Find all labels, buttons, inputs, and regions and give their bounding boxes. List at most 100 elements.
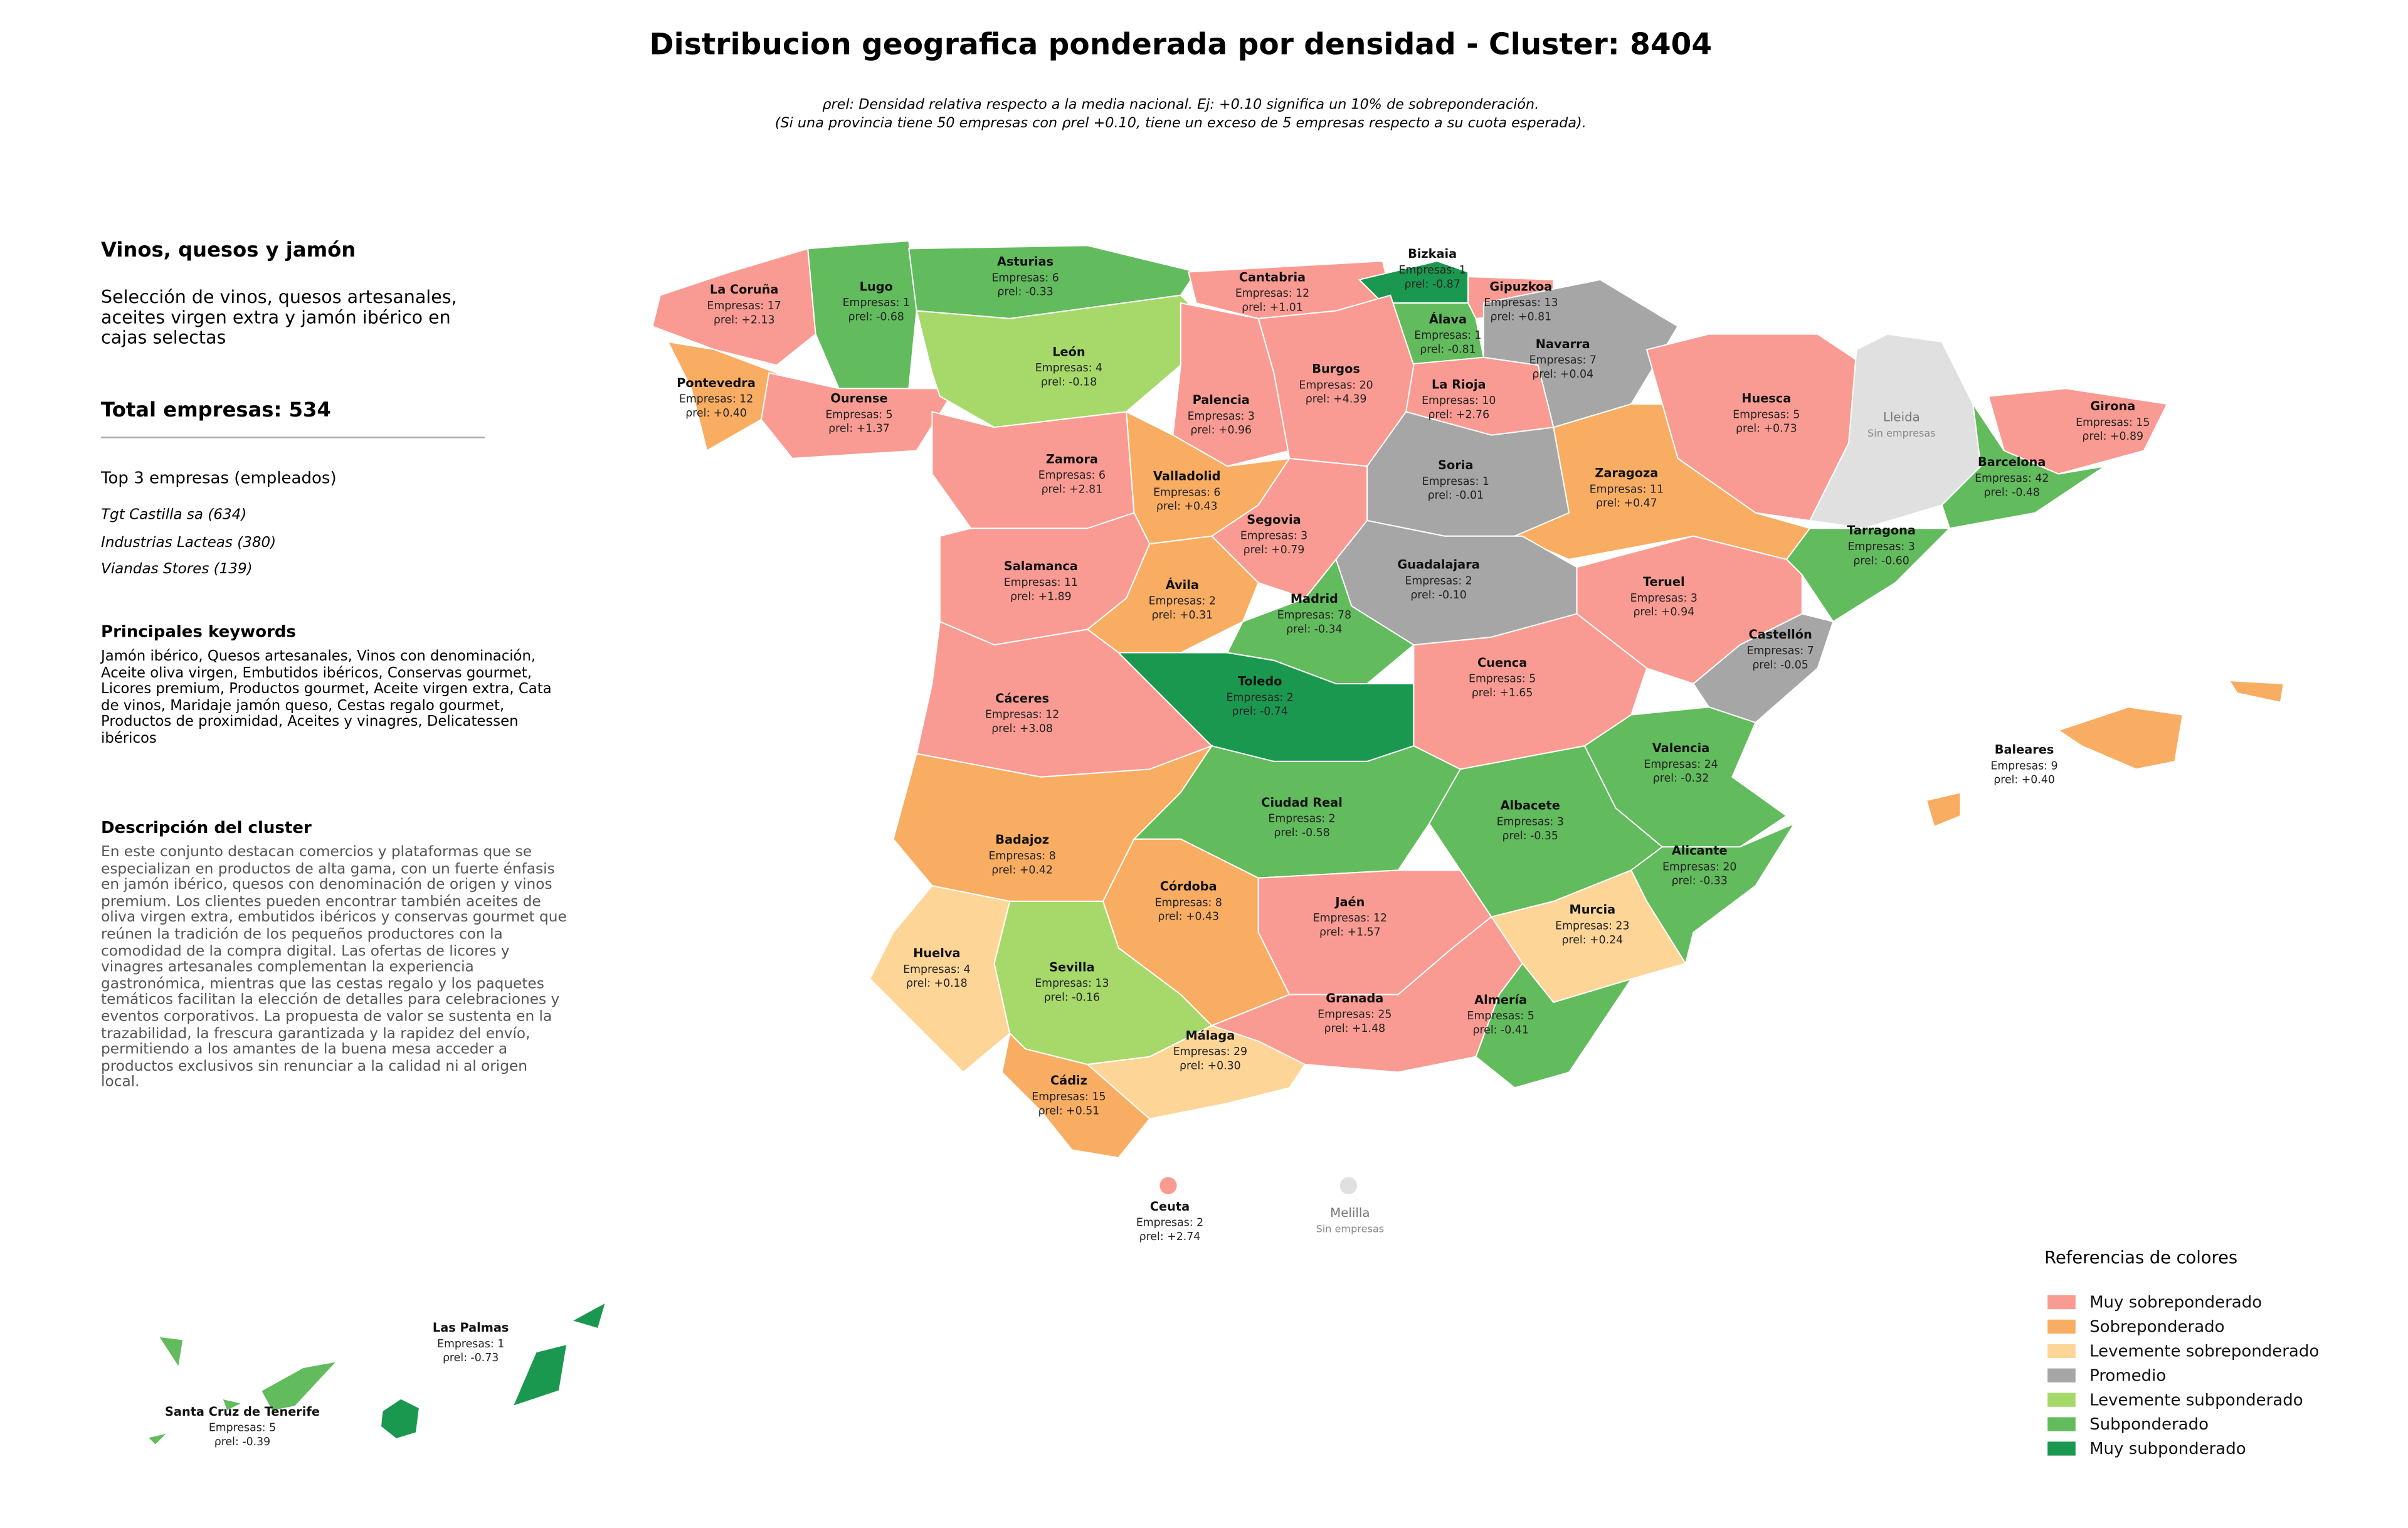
province-name: Salamanca <box>1004 559 1078 573</box>
province-count: Empresas: 9 <box>1990 760 2057 772</box>
province-count: Empresas: 8 <box>1155 896 1222 909</box>
province-rho: ρrel: +2.81 <box>1042 483 1103 496</box>
province-count: Empresas: 5 <box>1469 673 1536 686</box>
province-count: Empresas: 1 <box>1414 329 1481 342</box>
province-name: Valladolid <box>1153 469 1220 484</box>
province-count: Empresas: 1 <box>437 1338 504 1350</box>
province-count: Empresas: 6 <box>991 272 1059 284</box>
province-name: Valencia <box>1652 741 1710 755</box>
province-rho: ρrel: -0.33 <box>1672 875 1728 888</box>
province-count: Empresas: 2 <box>1149 595 1216 608</box>
province-name: Ourense <box>830 391 887 406</box>
province-shape <box>570 1301 607 1330</box>
province-rho: ρrel: -0.74 <box>1232 706 1287 718</box>
province-rho: ρrel: +0.81 <box>1491 310 1552 323</box>
province-rho: ρrel: +0.42 <box>991 864 1053 876</box>
province-shape <box>1133 745 1462 879</box>
province-rho: ρrel: +1.48 <box>1324 1022 1385 1035</box>
panel-title: Vinos, quesos y jamón <box>101 239 356 263</box>
legend-swatch <box>2047 1417 2076 1431</box>
province-rho: ρrel: -0.60 <box>1853 554 1909 567</box>
separator <box>101 437 485 438</box>
province-rho: ρrel: -0.39 <box>214 1436 270 1448</box>
province-rho: ρrel: +0.94 <box>1633 606 1694 618</box>
province-count: Empresas: 3 <box>1630 592 1698 605</box>
province-name: Huelva <box>913 946 960 960</box>
province-name: Burgos <box>1312 362 1360 376</box>
province-rho: ρrel: +1.01 <box>1242 301 1303 314</box>
legend-swatch <box>2047 1441 2076 1456</box>
province-name: Teruel <box>1643 575 1685 589</box>
province-shape <box>916 294 1190 428</box>
province-name: Melilla <box>1330 1206 1370 1220</box>
province-count: Empresas: 1 <box>843 297 910 309</box>
province-name: Lleida <box>1883 410 1920 424</box>
province-count: Empresas: 5 <box>825 408 892 421</box>
legend-label: Sobreponderado <box>2089 1318 2224 1337</box>
province-rho: ρrel: -0.41 <box>1472 1024 1528 1036</box>
province-name: Huesca <box>1741 391 1791 406</box>
province-count: Empresas: 7 <box>1529 354 1597 367</box>
province-name: Soria <box>1438 458 1473 472</box>
legend-swatch <box>2047 1319 2076 1334</box>
province-count: Empresas: 11 <box>1590 483 1664 496</box>
province-rho: ρrel: +0.47 <box>1596 497 1657 510</box>
legend-label: Levemente sobreponderado <box>2089 1342 2319 1361</box>
province-shape <box>260 1360 339 1412</box>
province-name: Toledo <box>1238 674 1282 689</box>
keywords-heading: Principales keywords <box>101 623 297 642</box>
province-name: Málaga <box>1186 1028 1235 1043</box>
province-count: Empresas: 15 <box>1032 1091 1106 1103</box>
province-count: Empresas: 7 <box>1746 645 1814 657</box>
province-count: Empresas: 5 <box>209 1422 276 1435</box>
province-count: Empresas: 17 <box>707 300 781 312</box>
province-count: Empresas: 11 <box>1004 576 1078 589</box>
province-shape <box>1159 1177 1177 1194</box>
province-count: Empresas: 12 <box>985 709 1059 721</box>
legend-label: Subponderado <box>2089 1415 2209 1434</box>
province-count: Empresas: 15 <box>2076 416 2150 429</box>
province-count: Empresas: 20 <box>1662 861 1736 873</box>
province-rho: ρrel: +0.18 <box>906 977 968 990</box>
province-rho: ρrel: +0.73 <box>1736 423 1797 435</box>
province-rho: ρrel: -0.18 <box>1041 376 1097 388</box>
province-count: Empresas: 3 <box>1240 530 1307 543</box>
province-name: Murcia <box>1570 903 1616 917</box>
province-rho: ρrel: -0.05 <box>1752 659 1808 671</box>
province-name: León <box>1052 344 1085 359</box>
province-rho: ρrel: +1.89 <box>1010 590 1072 603</box>
province-shape <box>157 1335 184 1369</box>
province-name: Cádiz <box>1050 1073 1087 1088</box>
province-count: Empresas: 3 <box>1847 541 1914 553</box>
province-name: Bizkaia <box>1408 247 1457 261</box>
province-note: Sin empresas <box>1316 1223 1385 1235</box>
province-count: Empresas: 13 <box>1035 977 1109 990</box>
province-count: Empresas: 2 <box>1136 1217 1203 1229</box>
province-name: Ciudad Real <box>1261 795 1343 810</box>
province-name: Jaén <box>1334 894 1365 909</box>
legend-label: Promedio <box>2089 1366 2166 1385</box>
province-name: Gipuzkoa <box>1489 279 1552 294</box>
province-rho: ρrel: +0.30 <box>1180 1059 1241 1072</box>
cluster-heading: Descripción del cluster <box>101 819 312 838</box>
province-name: Navarra <box>1536 337 1590 351</box>
province-rho: ρrel: -0.33 <box>997 286 1053 299</box>
province-name: Lugo <box>860 279 893 294</box>
province-rho: ρrel: +3.08 <box>991 723 1053 735</box>
province-rho: ρrel: -0.81 <box>1420 343 1476 356</box>
title: Distribucion geografica ponderada por de… <box>649 28 1713 63</box>
province-rho: ρrel: -0.35 <box>1502 830 1558 842</box>
province-rho: ρrel: +0.40 <box>685 407 747 420</box>
province-shape <box>379 1398 420 1440</box>
province-shape <box>511 1343 568 1408</box>
province-rho: ρrel: +1.57 <box>1319 926 1381 938</box>
province-count: Empresas: 1 <box>1422 475 1489 488</box>
legend-label: Levemente subponderado <box>2089 1391 2303 1409</box>
province-count: Empresas: 78 <box>1277 609 1351 622</box>
top-item: Industrias Lacteas (380) <box>101 534 277 552</box>
province-count: Empresas: 1 <box>1399 264 1466 277</box>
province-count: Empresas: 20 <box>1299 379 1373 391</box>
province-name: Pontevedra <box>677 376 756 390</box>
